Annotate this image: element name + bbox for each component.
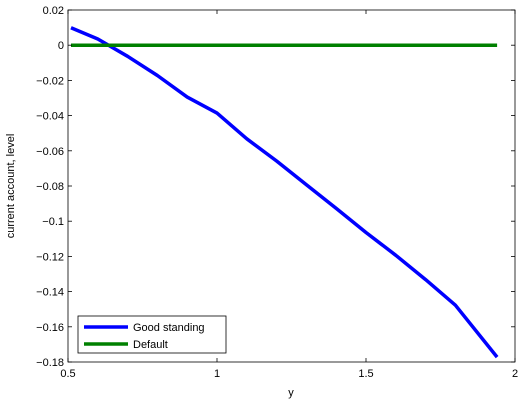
- x-tick-label: 0.5: [60, 368, 75, 380]
- tick-layer: 0.5 1 1.5 2 0.02 0 −0.02 −0.04 −0.06 −0.08 −0.1 −0.…: [36, 5, 518, 380]
- y-axis-label: current account, level: [5, 134, 17, 239]
- y-tick-label: −0.14: [36, 287, 64, 299]
- legend: Good standing Default: [77, 315, 227, 354]
- x-tick-label: 1: [214, 368, 220, 380]
- y-tick-label: −0.12: [36, 251, 64, 263]
- y-tick-label: −0.08: [36, 181, 64, 193]
- y-tick-label: −0.02: [36, 75, 64, 87]
- x-axis-label: y: [288, 387, 294, 399]
- y-tick-label: −0.1: [42, 216, 64, 228]
- y-tick-label: −0.16: [36, 322, 64, 334]
- y-tick-label: 0.02: [43, 5, 64, 17]
- x-tick-label: 1.5: [358, 368, 373, 380]
- series-layer: [70, 26, 499, 359]
- y-tick-label: 0: [58, 40, 64, 52]
- plot-area: [67, 9, 516, 363]
- legend-label-good-standing: Good standing: [133, 322, 205, 334]
- y-tick-label: −0.18: [36, 357, 64, 369]
- legend-label-default: Default: [133, 339, 168, 351]
- legend-box: [77, 315, 227, 354]
- x-tick-label: 2: [512, 368, 518, 380]
- y-tick-label: −0.06: [36, 146, 64, 158]
- y-tick-label: −0.04: [36, 111, 64, 123]
- series-line-good-standing: [70, 26, 499, 359]
